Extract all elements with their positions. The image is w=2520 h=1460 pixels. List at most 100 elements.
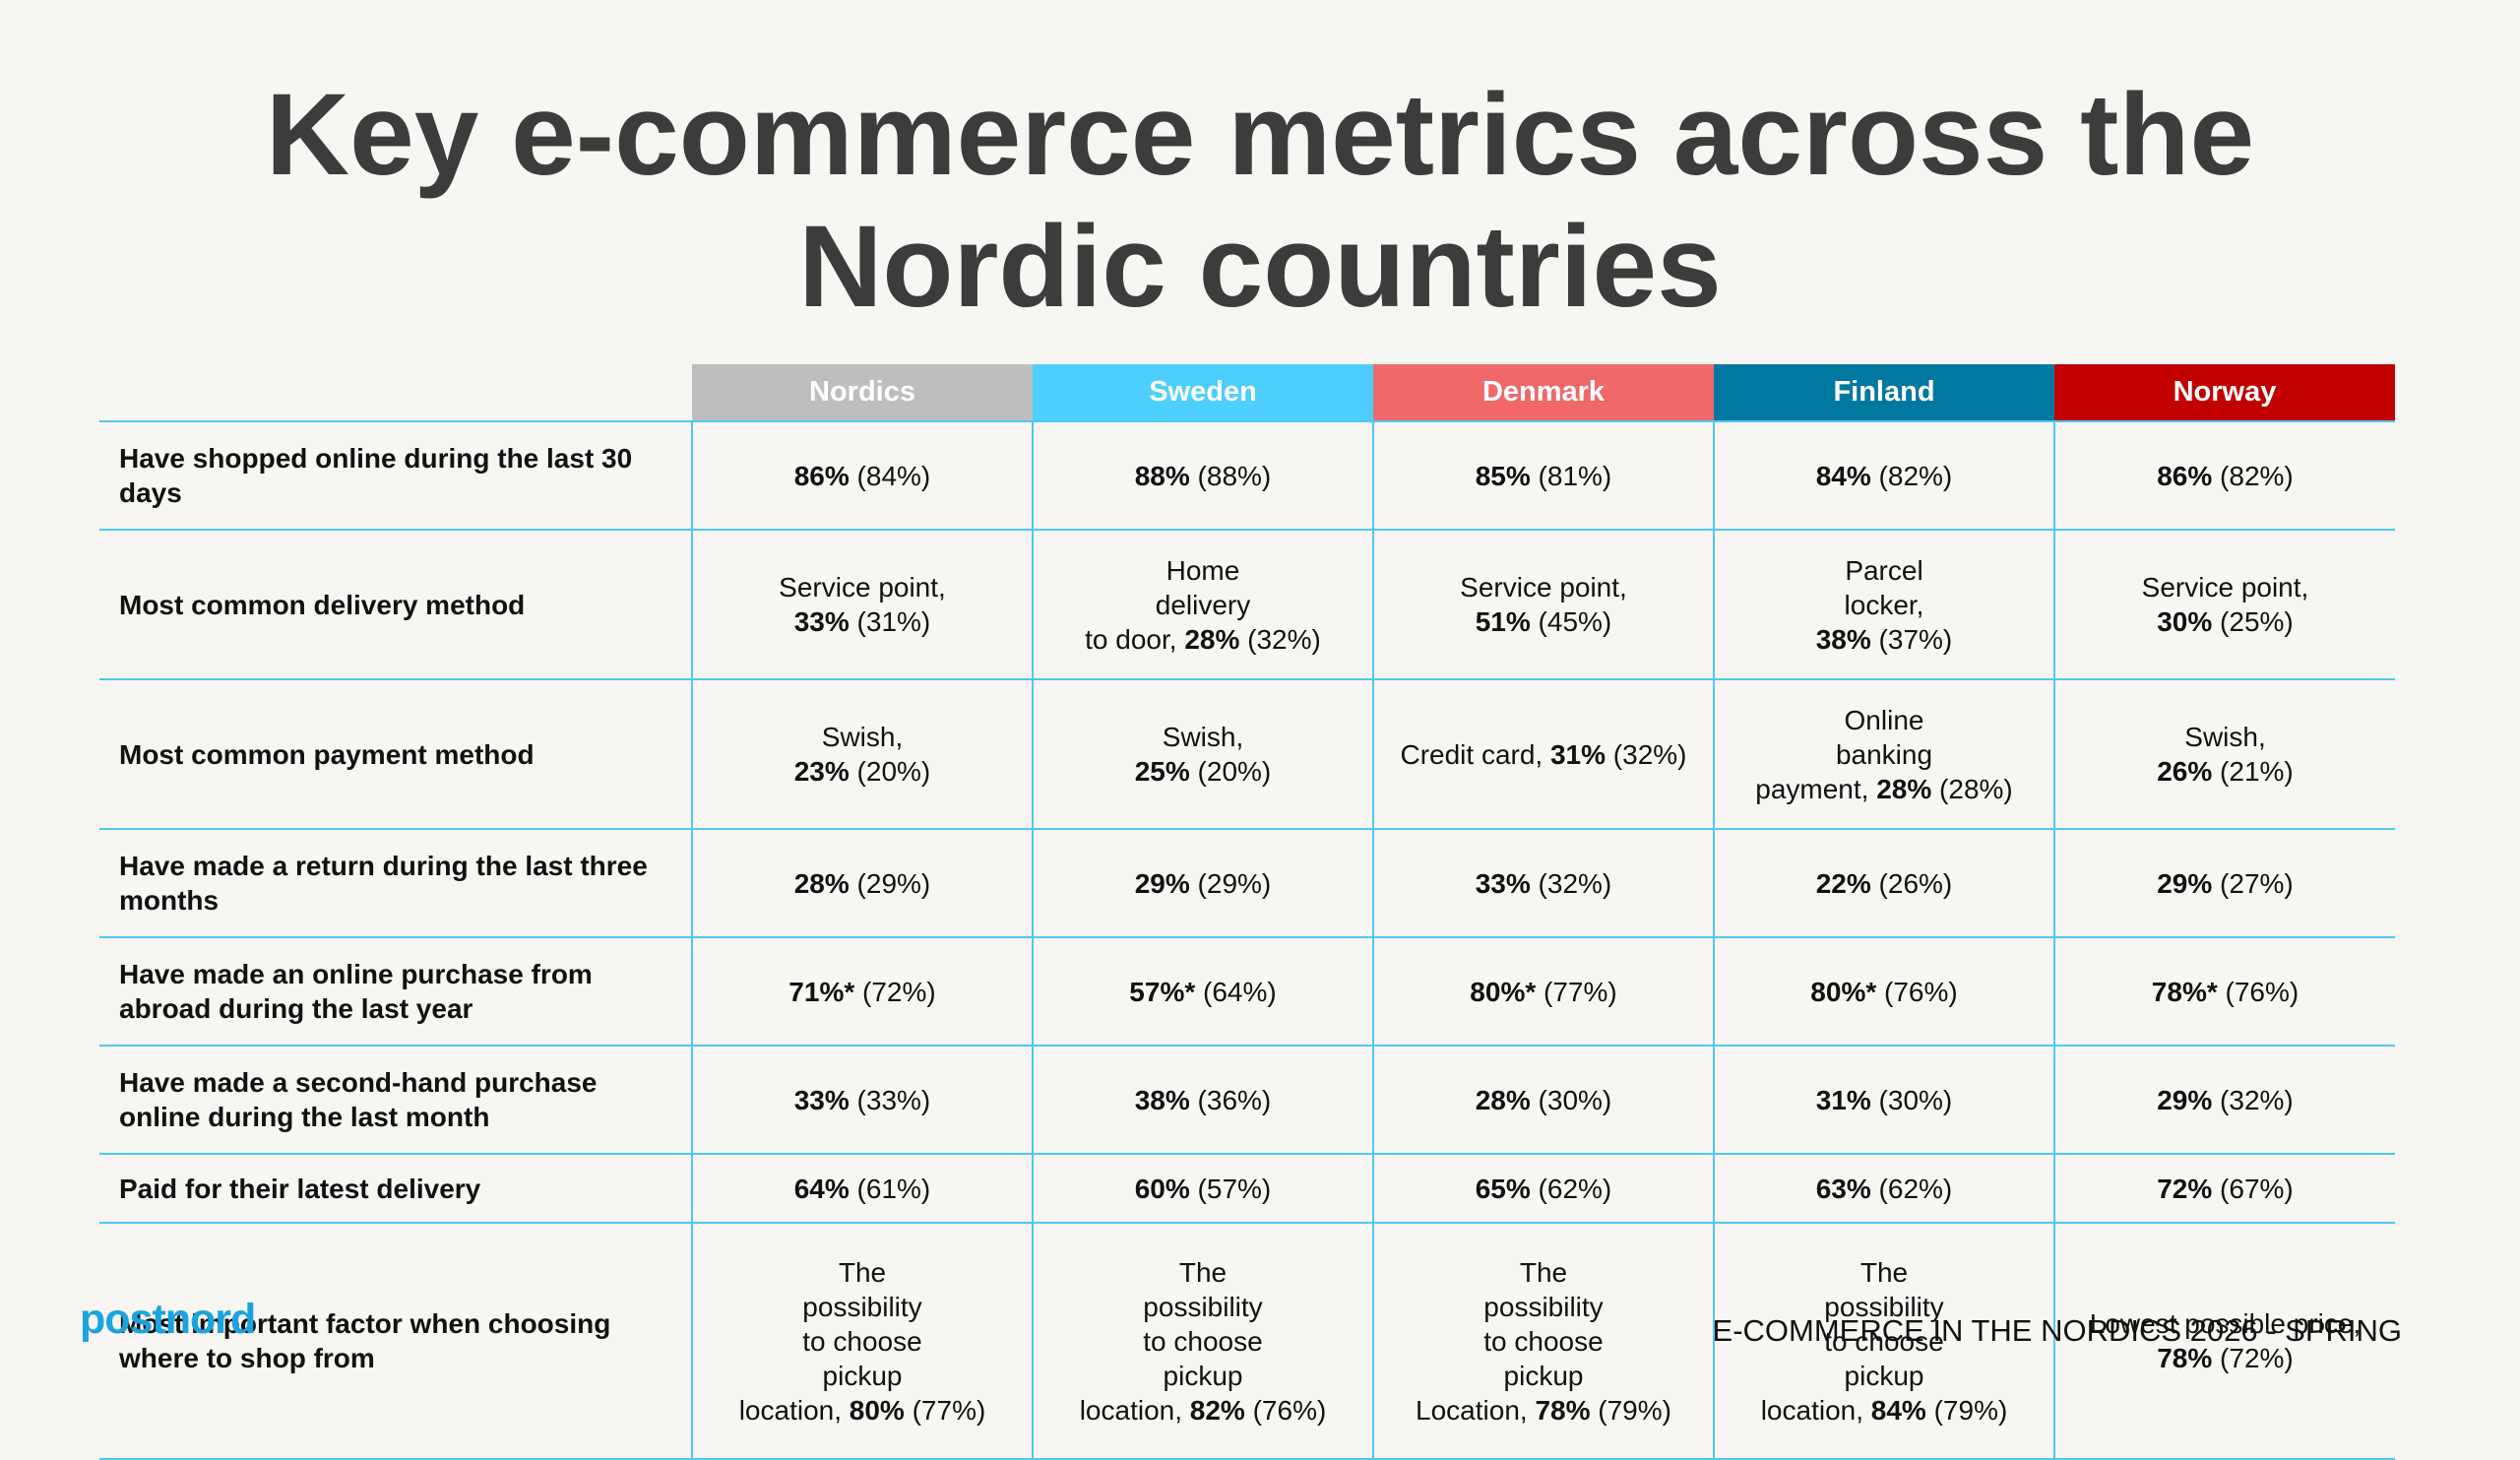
cell-bold: 84% xyxy=(1815,460,1871,491)
value-cell: 80%* (76%) xyxy=(1713,937,2054,1047)
cell-rest: (26%) xyxy=(1870,867,1953,899)
value-cell: 72% (67%) xyxy=(2053,1154,2395,1224)
value-cell: 71%* (72%) xyxy=(691,937,1033,1047)
row-label: Most common delivery method xyxy=(99,530,692,680)
column-header-nordics: Nordics xyxy=(692,364,1033,421)
cell-bold: 60% xyxy=(1134,1173,1190,1204)
cell-bold: 38% xyxy=(1134,1084,1190,1115)
cell-bold: 28% xyxy=(1184,623,1240,655)
cell-text: Online banking payment, xyxy=(1755,704,1933,804)
cell-text: Service point, xyxy=(1460,572,1627,603)
cell-bold: 38% xyxy=(1815,623,1871,655)
cell-rest: (76%) xyxy=(2217,976,2300,1007)
cell-bold: 64% xyxy=(793,1173,850,1204)
cell-bold: 78% xyxy=(2157,1343,2213,1373)
cell-rest: (28%) xyxy=(1931,773,2013,804)
value-cell: The possibility to choose pickup Locatio… xyxy=(1372,1223,1714,1460)
cell-bold: 33% xyxy=(793,1084,850,1115)
value-cell: Service point, 33% (31%) xyxy=(691,530,1033,680)
cell-rest: (76%) xyxy=(1244,1394,1327,1426)
cell-rest: (77%) xyxy=(904,1394,986,1426)
cell-rest: (27%) xyxy=(2212,867,2294,899)
cell-rest: (61%) xyxy=(849,1173,931,1204)
table-body: Have shopped online during the last 30 d… xyxy=(99,420,2395,1460)
cell-rest: (79%) xyxy=(1925,1394,2008,1426)
cell-text: The possibility to choose pickup locatio… xyxy=(1760,1256,1944,1426)
value-cell: 22% (26%) xyxy=(1713,829,2054,938)
metrics-table: Nordics Sweden Denmark Finland Norway Have s… xyxy=(99,364,2395,1460)
cell-bold: 63% xyxy=(1815,1173,1871,1204)
cell-bold: 28% xyxy=(1475,1084,1531,1115)
value-cell: 57%* (64%) xyxy=(1032,937,1373,1047)
cell-rest: (82%) xyxy=(2212,460,2294,491)
value-cell: 60% (57%) xyxy=(1032,1154,1373,1224)
value-cell: Parcel locker, 38% (37%) xyxy=(1713,530,2054,680)
value-cell: 78%* (76%) xyxy=(2053,937,2395,1047)
cell-text: Swish, xyxy=(2184,722,2266,752)
cell-rest: (32%) xyxy=(1239,623,1321,655)
cell-bold: 85% xyxy=(1475,460,1531,491)
value-cell: Credit card, 31% (32%) xyxy=(1372,679,1714,830)
page-title: Key e-commerce metrics across the Nordic… xyxy=(0,69,2520,333)
cell-rest: (21%) xyxy=(2212,756,2294,787)
row-label: Have made a second-hand purchase online … xyxy=(99,1046,692,1155)
cell-rest: (20%) xyxy=(1189,756,1272,787)
cell-rest: (32%) xyxy=(1606,738,1687,770)
value-cell: 85% (81%) xyxy=(1372,420,1714,531)
cell-rest: (45%) xyxy=(1530,606,1612,637)
cell-text: Home delivery to door, xyxy=(1085,554,1251,655)
value-cell: 84% (82%) xyxy=(1713,420,2054,531)
cell-bold: 29% xyxy=(2157,867,2213,899)
value-cell: Service point, 30% (25%) xyxy=(2053,530,2395,680)
value-cell: Swish, 26% (21%) xyxy=(2053,679,2395,830)
value-cell: Online banking payment, 28% (28%) xyxy=(1713,679,2054,830)
cell-bold: 28% xyxy=(1876,773,1932,804)
cell-bold: 88% xyxy=(1134,460,1190,491)
cell-text: The possibility to choose pickup Locatio… xyxy=(1416,1256,1604,1426)
cell-bold: 28% xyxy=(793,867,850,899)
cell-bold: 33% xyxy=(1475,867,1531,899)
table-row: Have shopped online during the last 30 d… xyxy=(99,420,2395,531)
cell-rest: (30%) xyxy=(1530,1084,1612,1115)
cell-rest: (88%) xyxy=(1189,460,1272,491)
value-cell: 33% (33%) xyxy=(691,1046,1033,1155)
cell-bold: 57%* xyxy=(1129,976,1196,1007)
cell-rest: (57%) xyxy=(1189,1173,1272,1204)
cell-rest: (32%) xyxy=(1530,867,1612,899)
cell-bold: 31% xyxy=(1815,1084,1871,1115)
cell-bold: 25% xyxy=(1134,756,1190,787)
value-cell: Swish, 25% (20%) xyxy=(1032,679,1373,830)
cell-text: The possibility to choose pickup locatio… xyxy=(738,1256,922,1426)
row-label: Paid for their latest delivery xyxy=(99,1154,692,1224)
cell-rest: (20%) xyxy=(849,756,931,787)
cell-rest: (33%) xyxy=(849,1084,931,1115)
cell-bold: 82% xyxy=(1189,1394,1245,1426)
value-cell: Home delivery to door, 28% (32%) xyxy=(1032,530,1373,680)
cell-rest: (72%) xyxy=(854,976,936,1007)
postnord-logo: postnord xyxy=(80,1296,256,1343)
cell-rest: (64%) xyxy=(1195,976,1277,1007)
cell-bold: 84% xyxy=(1870,1394,1926,1426)
cell-bold: 80%* xyxy=(1470,976,1537,1007)
value-cell: The possibility to choose pickup locatio… xyxy=(691,1223,1033,1460)
row-label: Have shopped online during the last 30 d… xyxy=(99,420,692,531)
cell-bold: 80% xyxy=(849,1394,905,1426)
cell-bold: 86% xyxy=(2157,460,2213,491)
row-label: Most common payment method xyxy=(99,679,692,830)
cell-rest: (72%) xyxy=(2212,1343,2294,1373)
table-row: Most common delivery method Service point… xyxy=(99,530,2395,680)
cell-bold: 29% xyxy=(2157,1084,2213,1115)
cell-bold: 80%* xyxy=(1810,976,1877,1007)
cell-rest: (62%) xyxy=(1530,1173,1612,1204)
cell-rest: (76%) xyxy=(1876,976,1958,1007)
cell-bold: 65% xyxy=(1475,1173,1531,1204)
value-cell: 33% (32%) xyxy=(1372,829,1714,938)
value-cell: 86% (82%) xyxy=(2053,420,2395,531)
value-cell: 38% (36%) xyxy=(1032,1046,1373,1155)
cell-bold: 26% xyxy=(2157,756,2213,787)
title-line-1: Key e-commerce metrics across the xyxy=(265,70,2255,200)
value-cell: The possibility to choose pickup locatio… xyxy=(1032,1223,1373,1460)
cell-rest: (84%) xyxy=(849,460,931,491)
cell-text: Swish, xyxy=(821,722,904,752)
cell-bold: 71%* xyxy=(788,976,855,1007)
